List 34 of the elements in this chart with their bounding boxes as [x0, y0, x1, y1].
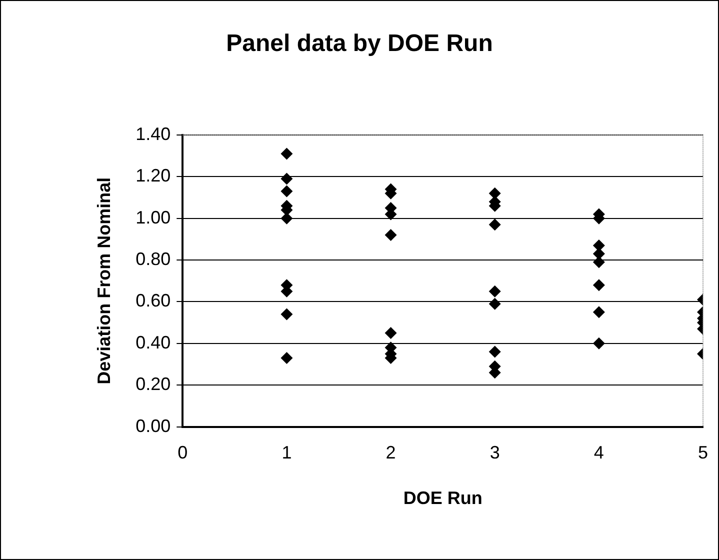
point — [280, 185, 293, 198]
point — [280, 172, 293, 185]
point — [592, 239, 605, 252]
y-tick-label: 0.20 — [136, 374, 171, 394]
point — [592, 256, 605, 268]
point — [592, 337, 605, 350]
point — [592, 306, 605, 318]
y-tick-label: 0.00 — [136, 416, 171, 436]
x-tick-label: 3 — [490, 442, 500, 463]
y-tick-label: 0.40 — [136, 332, 171, 352]
point — [280, 148, 293, 160]
point — [592, 279, 605, 292]
x-tick-label: 0 — [178, 442, 188, 463]
point — [280, 308, 293, 320]
x-tick-label: 5 — [698, 442, 708, 463]
point — [384, 327, 397, 340]
y-axis-title: Deviation From Nominal — [94, 177, 114, 384]
point — [488, 187, 501, 200]
x-tick-label: 2 — [386, 442, 396, 463]
point — [488, 218, 501, 231]
y-tick-label: 1.20 — [136, 166, 171, 186]
y-tick-label: 1.00 — [136, 207, 171, 228]
x-axis-title: DOE Run — [403, 488, 482, 508]
point — [280, 352, 293, 364]
x-tick-label: 1 — [282, 442, 292, 463]
point — [488, 285, 501, 298]
y-tick-label: 1.40 — [136, 124, 171, 144]
x-tick-label: 4 — [594, 442, 604, 463]
point — [384, 229, 397, 242]
y-tick-label: 0.80 — [136, 249, 171, 270]
point — [488, 346, 501, 358]
y-tick-label: 0.60 — [136, 290, 171, 311]
point — [488, 298, 501, 310]
chart-title: Panel data by DOE Run — [225, 30, 494, 58]
